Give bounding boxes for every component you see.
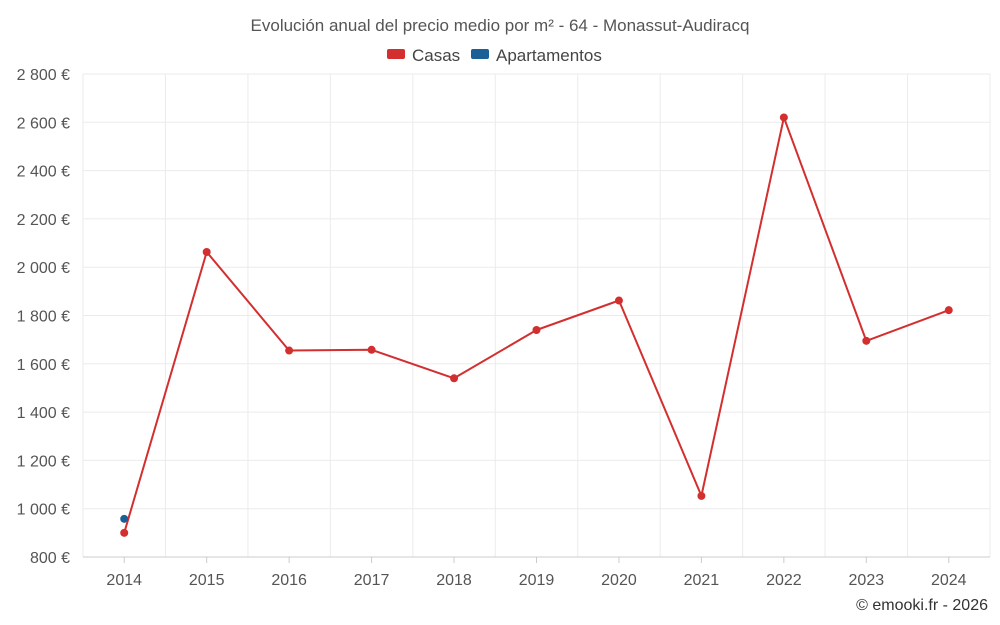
y-tick-label: 800 € [30,550,70,567]
x-tick-label: 2014 [106,572,142,589]
x-tick-label: 2018 [436,572,472,589]
x-tick-label: 2024 [931,572,967,589]
y-tick-label: 2 400 € [17,164,70,181]
x-tick-label: 2016 [271,572,307,589]
legend-item-casas[interactable]: Casas [387,46,460,65]
data-point-casas-2015 [202,247,211,256]
data-point-casas-2018 [450,374,459,383]
data-point-casas-2017 [367,345,376,354]
legend-label-casas: Casas [412,46,460,65]
x-tick-label: 2019 [519,572,555,589]
y-tick-label: 2 600 € [17,115,70,132]
y-tick-label: 1 400 € [17,405,70,422]
legend-item-apartamentos[interactable]: Apartamentos [471,46,602,65]
y-tick-label: 1 800 € [17,309,70,326]
data-point-casas-2020 [614,296,623,305]
axes: 800 € 1 000 € 1 200 € 1 400 € 1 600 € 1 800 €… [17,67,990,589]
y-tick-label: 2 000 € [17,260,70,277]
legend-label-apartamentos: Apartamentos [496,46,602,65]
legend-swatch-apartamentos [471,49,489,59]
y-tick-label: 2 800 € [17,67,70,84]
x-tick-label: 2021 [684,572,720,589]
data-point-apartamentos-2014 [120,514,129,523]
y-tick-label: 1 600 € [17,357,70,374]
data-point-casas-2023 [862,336,871,345]
x-tick-label: 2020 [601,572,637,589]
data-point-casas-2016 [285,346,294,355]
x-tick-label: 2023 [849,572,885,589]
data-point-casas-2014 [120,528,129,537]
credit: © emooki.fr - 2026 [856,597,988,614]
series-layer [120,113,953,537]
x-tick-label: 2015 [189,572,225,589]
legend: Casas Apartamentos [387,46,602,65]
legend-swatch-casas [387,49,405,59]
y-tick-label: 1 000 € [17,502,70,519]
data-point-casas-2022 [779,113,788,122]
grid [82,73,991,558]
y-tick-label: 2 200 € [17,212,70,229]
data-point-casas-2019 [532,325,541,334]
data-point-casas-2021 [697,491,706,500]
x-tick-label: 2017 [354,572,390,589]
x-tick-label: 2022 [766,572,802,589]
chart-title: Evolución anual del precio medio por m² … [251,16,750,35]
y-tick-label: 1 200 € [17,453,70,470]
data-point-casas-2024 [944,306,953,315]
